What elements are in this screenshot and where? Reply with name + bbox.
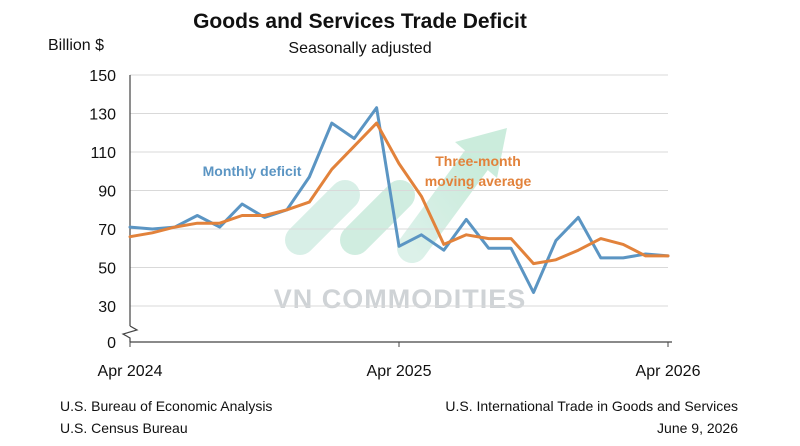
chart-subtitle: Seasonally adjusted: [288, 40, 432, 57]
y-tick-label: 50: [98, 261, 116, 278]
source-line: U.S. International Trade in Goods and Se…: [445, 398, 738, 414]
y-axis-unit-label: Billion $: [48, 37, 105, 54]
watermark-text: VN COMMODITIES: [274, 284, 527, 314]
source-line: U.S. Census Bureau: [60, 420, 188, 436]
x-tick-label: Apr 2026: [636, 363, 701, 380]
y-tick-label: 30: [98, 299, 116, 316]
y-tick-label: 70: [98, 222, 116, 239]
moving-average-label: moving average: [425, 173, 532, 189]
y-tick-label: 90: [98, 184, 116, 201]
release-date: June 9, 2026: [657, 420, 738, 436]
monthly-deficit-line: [128, 106, 670, 294]
source-line: U.S. Bureau of Economic Analysis: [60, 398, 273, 414]
moving-average-line: [128, 121, 670, 266]
chart-title: Goods and Services Trade Deficit: [193, 10, 527, 33]
monthly-deficit-label: Monthly deficit: [203, 163, 302, 179]
y-tick-label: 0: [107, 335, 116, 352]
y-tick-label: 130: [89, 107, 116, 124]
y-tick-label: 110: [90, 145, 116, 162]
source-left: U.S. Bureau of Economic Analysis U.S. Ce…: [60, 395, 272, 439]
source-right: U.S. International Trade in Goods and Se…: [445, 395, 738, 439]
x-tick-label: Apr 2024: [98, 363, 163, 380]
y-axis-break: [121, 325, 139, 342]
x-tick-label: Apr 2025: [367, 363, 432, 380]
moving-average-label: Three-month: [435, 153, 521, 169]
y-tick-label: 150: [89, 68, 116, 85]
